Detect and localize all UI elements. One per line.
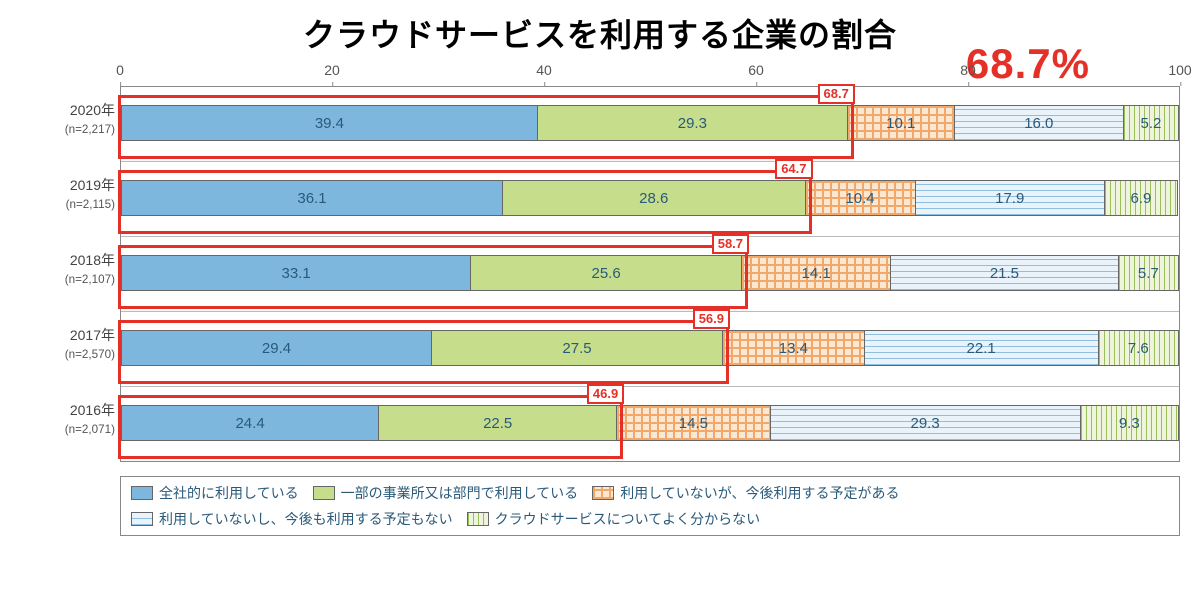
y-label: 2018年(n=2,107) (21, 251, 115, 287)
legend-label: 一部の事業所又は部門で利用している (341, 483, 579, 503)
bar-segment: 22.1 (865, 330, 1099, 366)
chart-rows: 2020年(n=2,217)39.429.310.116.05.268.7201… (120, 87, 1180, 462)
bar-segment: 21.5 (891, 255, 1118, 291)
stacked-bar: 36.128.610.417.96.9 (121, 180, 1179, 216)
y-label: 2019年(n=2,115) (21, 176, 115, 212)
x-tick: 20 (324, 62, 340, 78)
chart-row: 2017年(n=2,570)29.427.513.422.17.656.9 (121, 311, 1179, 386)
x-tick: 60 (748, 62, 764, 78)
bar-segment: 28.6 (503, 180, 806, 216)
y-label: 2017年(n=2,570) (21, 326, 115, 362)
legend-label: 利用していないが、今後利用する予定がある (620, 483, 899, 503)
bar-segment: 14.1 (742, 255, 891, 291)
legend-swatch (467, 512, 489, 526)
stacked-bar: 24.422.514.529.39.3 (121, 405, 1179, 441)
bar-segment: 16.0 (955, 105, 1124, 141)
bar-segment: 27.5 (432, 330, 723, 366)
legend-item: 一部の事業所又は部門で利用している (313, 483, 579, 503)
bar-segment: 33.1 (121, 255, 471, 291)
stacked-bar-chart: (%) 020406080100 2020年(n=2,217)39.429.31… (20, 62, 1180, 536)
bar-segment: 14.5 (617, 405, 770, 441)
stacked-bar: 33.125.614.121.55.7 (121, 255, 1179, 291)
bar-segment: 24.4 (121, 405, 379, 441)
bar-segment: 17.9 (916, 180, 1105, 216)
x-tick: 40 (536, 62, 552, 78)
legend-label: クラウドサービスについてよく分からない (495, 509, 761, 529)
bar-segment: 10.4 (806, 180, 916, 216)
legend: 全社的に利用している 一部の事業所又は部門で利用している 利用していないが、今後利用… (120, 476, 1180, 536)
bar-segment: 7.6 (1099, 330, 1179, 366)
legend-item: 利用していないが、今後利用する予定がある (592, 483, 899, 503)
legend-swatch (131, 512, 153, 526)
legend-item: クラウドサービスについてよく分からない (467, 509, 761, 529)
highlight-label: 56.9 (693, 309, 730, 329)
y-label: 2020年(n=2,217) (21, 101, 115, 137)
bar-segment: 22.5 (379, 405, 617, 441)
chart-row: 2018年(n=2,107)33.125.614.121.55.758.7 (121, 236, 1179, 311)
bar-segment: 5.2 (1124, 105, 1179, 141)
highlight-label: 46.9 (587, 384, 624, 404)
chart-row: 2020年(n=2,217)39.429.310.116.05.268.7 (121, 87, 1179, 161)
legend-item: 利用していないし、今後も利用する予定もない (131, 509, 453, 529)
x-tick: 100 (1168, 62, 1191, 78)
bar-segment: 5.7 (1119, 255, 1179, 291)
bar-segment: 10.1 (848, 105, 955, 141)
bar-segment: 29.4 (121, 330, 432, 366)
x-axis: (%) 020406080100 (120, 62, 1180, 87)
legend-label: 全社的に利用している (159, 483, 299, 503)
highlight-label: 68.7 (818, 84, 855, 104)
bar-segment: 29.3 (538, 105, 848, 141)
y-label: 2016年(n=2,071) (21, 401, 115, 437)
highlight-label: 64.7 (775, 159, 812, 179)
bar-segment: 6.9 (1105, 180, 1178, 216)
highlight-label: 58.7 (712, 234, 749, 254)
stacked-bar: 29.427.513.422.17.6 (121, 330, 1179, 366)
x-tick: 0 (116, 62, 124, 78)
legend-swatch (131, 486, 153, 500)
legend-item: 全社的に利用している (131, 483, 299, 503)
bar-segment: 9.3 (1081, 405, 1179, 441)
bar-segment: 36.1 (121, 180, 503, 216)
chart-row: 2016年(n=2,071)24.422.514.529.39.346.9 (121, 386, 1179, 461)
bar-segment: 13.4 (723, 330, 865, 366)
legend-swatch (313, 486, 335, 500)
legend-swatch (592, 486, 614, 500)
bar-segment: 39.4 (121, 105, 538, 141)
x-tick: 80 (960, 62, 976, 78)
legend-label: 利用していないし、今後も利用する予定もない (159, 509, 453, 529)
bar-segment: 25.6 (471, 255, 742, 291)
chart-row: 2019年(n=2,115)36.128.610.417.96.964.7 (121, 161, 1179, 236)
bar-segment: 29.3 (771, 405, 1081, 441)
stacked-bar: 39.429.310.116.05.2 (121, 105, 1179, 141)
